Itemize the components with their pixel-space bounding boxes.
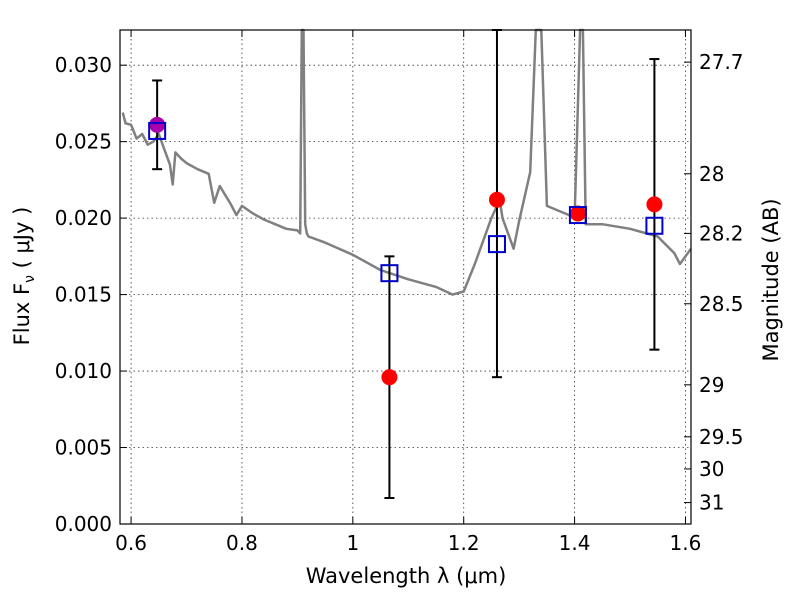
y-tick-label: 0.000 xyxy=(55,512,112,536)
y2-tick-label: 29.5 xyxy=(699,425,744,449)
observed-point xyxy=(488,191,505,208)
model-point xyxy=(380,264,399,283)
plot-frame xyxy=(119,29,692,525)
y-axis-title: Flux Fν ( μJy ) xyxy=(10,207,38,346)
y-axis-title-unit: ( μJy ) xyxy=(10,207,34,275)
y2-tick-label: 27.7 xyxy=(699,50,744,74)
grid-lines xyxy=(120,30,691,525)
model-point xyxy=(568,206,587,225)
observed-point xyxy=(381,369,398,386)
observed-point xyxy=(646,196,663,213)
model-point xyxy=(487,235,506,254)
model-point xyxy=(148,121,167,140)
x-axis-title: Wavelength λ (μm) xyxy=(306,564,507,588)
y2-axis-ticks: 27.7 28 28.2 28.5 29 29.5 30 31 xyxy=(684,50,744,515)
x-tick-label: 1.4 xyxy=(559,531,591,555)
y-tick-label: 0.030 xyxy=(55,53,112,77)
model-point xyxy=(645,216,664,235)
y2-axis-title: Magnitude (AB) xyxy=(759,198,783,361)
model-spectrum xyxy=(121,28,693,296)
y-tick-label: 0.025 xyxy=(55,130,112,154)
y-tick-label: 0.015 xyxy=(55,283,112,307)
y2-tick-label: 28.5 xyxy=(699,292,744,316)
y-tick-label: 0.010 xyxy=(55,359,112,383)
y-axis-title-subscript: ν xyxy=(22,275,38,283)
x-axis-ticks: 0.6 0.8 1 1.2 1.4 1.6 xyxy=(115,30,701,555)
y2-tick-label: 29 xyxy=(699,373,724,397)
spectrum-line xyxy=(121,28,693,296)
data-points xyxy=(148,29,664,499)
observed-point xyxy=(149,116,166,133)
x-tick-label: 1.6 xyxy=(670,531,702,555)
y-tick-label: 0.020 xyxy=(55,206,112,230)
y-tick-label: 0.005 xyxy=(55,436,112,460)
x-tick-label: 1 xyxy=(346,531,359,555)
y-axis-ticks: 0.000 0.005 0.010 0.015 0.020 0.025 0.030 xyxy=(55,53,127,536)
y2-tick-label: 31 xyxy=(699,491,724,515)
y2-tick-label: 28.2 xyxy=(699,221,744,245)
observed-point xyxy=(569,205,586,222)
x-tick-label: 1.2 xyxy=(448,531,480,555)
x-tick-label: 0.8 xyxy=(226,531,258,555)
y-axis-title-main: Flux F xyxy=(10,283,34,345)
x-tick-label: 0.6 xyxy=(115,531,147,555)
y2-tick-label: 30 xyxy=(699,457,724,481)
y2-tick-label: 28 xyxy=(699,162,724,186)
